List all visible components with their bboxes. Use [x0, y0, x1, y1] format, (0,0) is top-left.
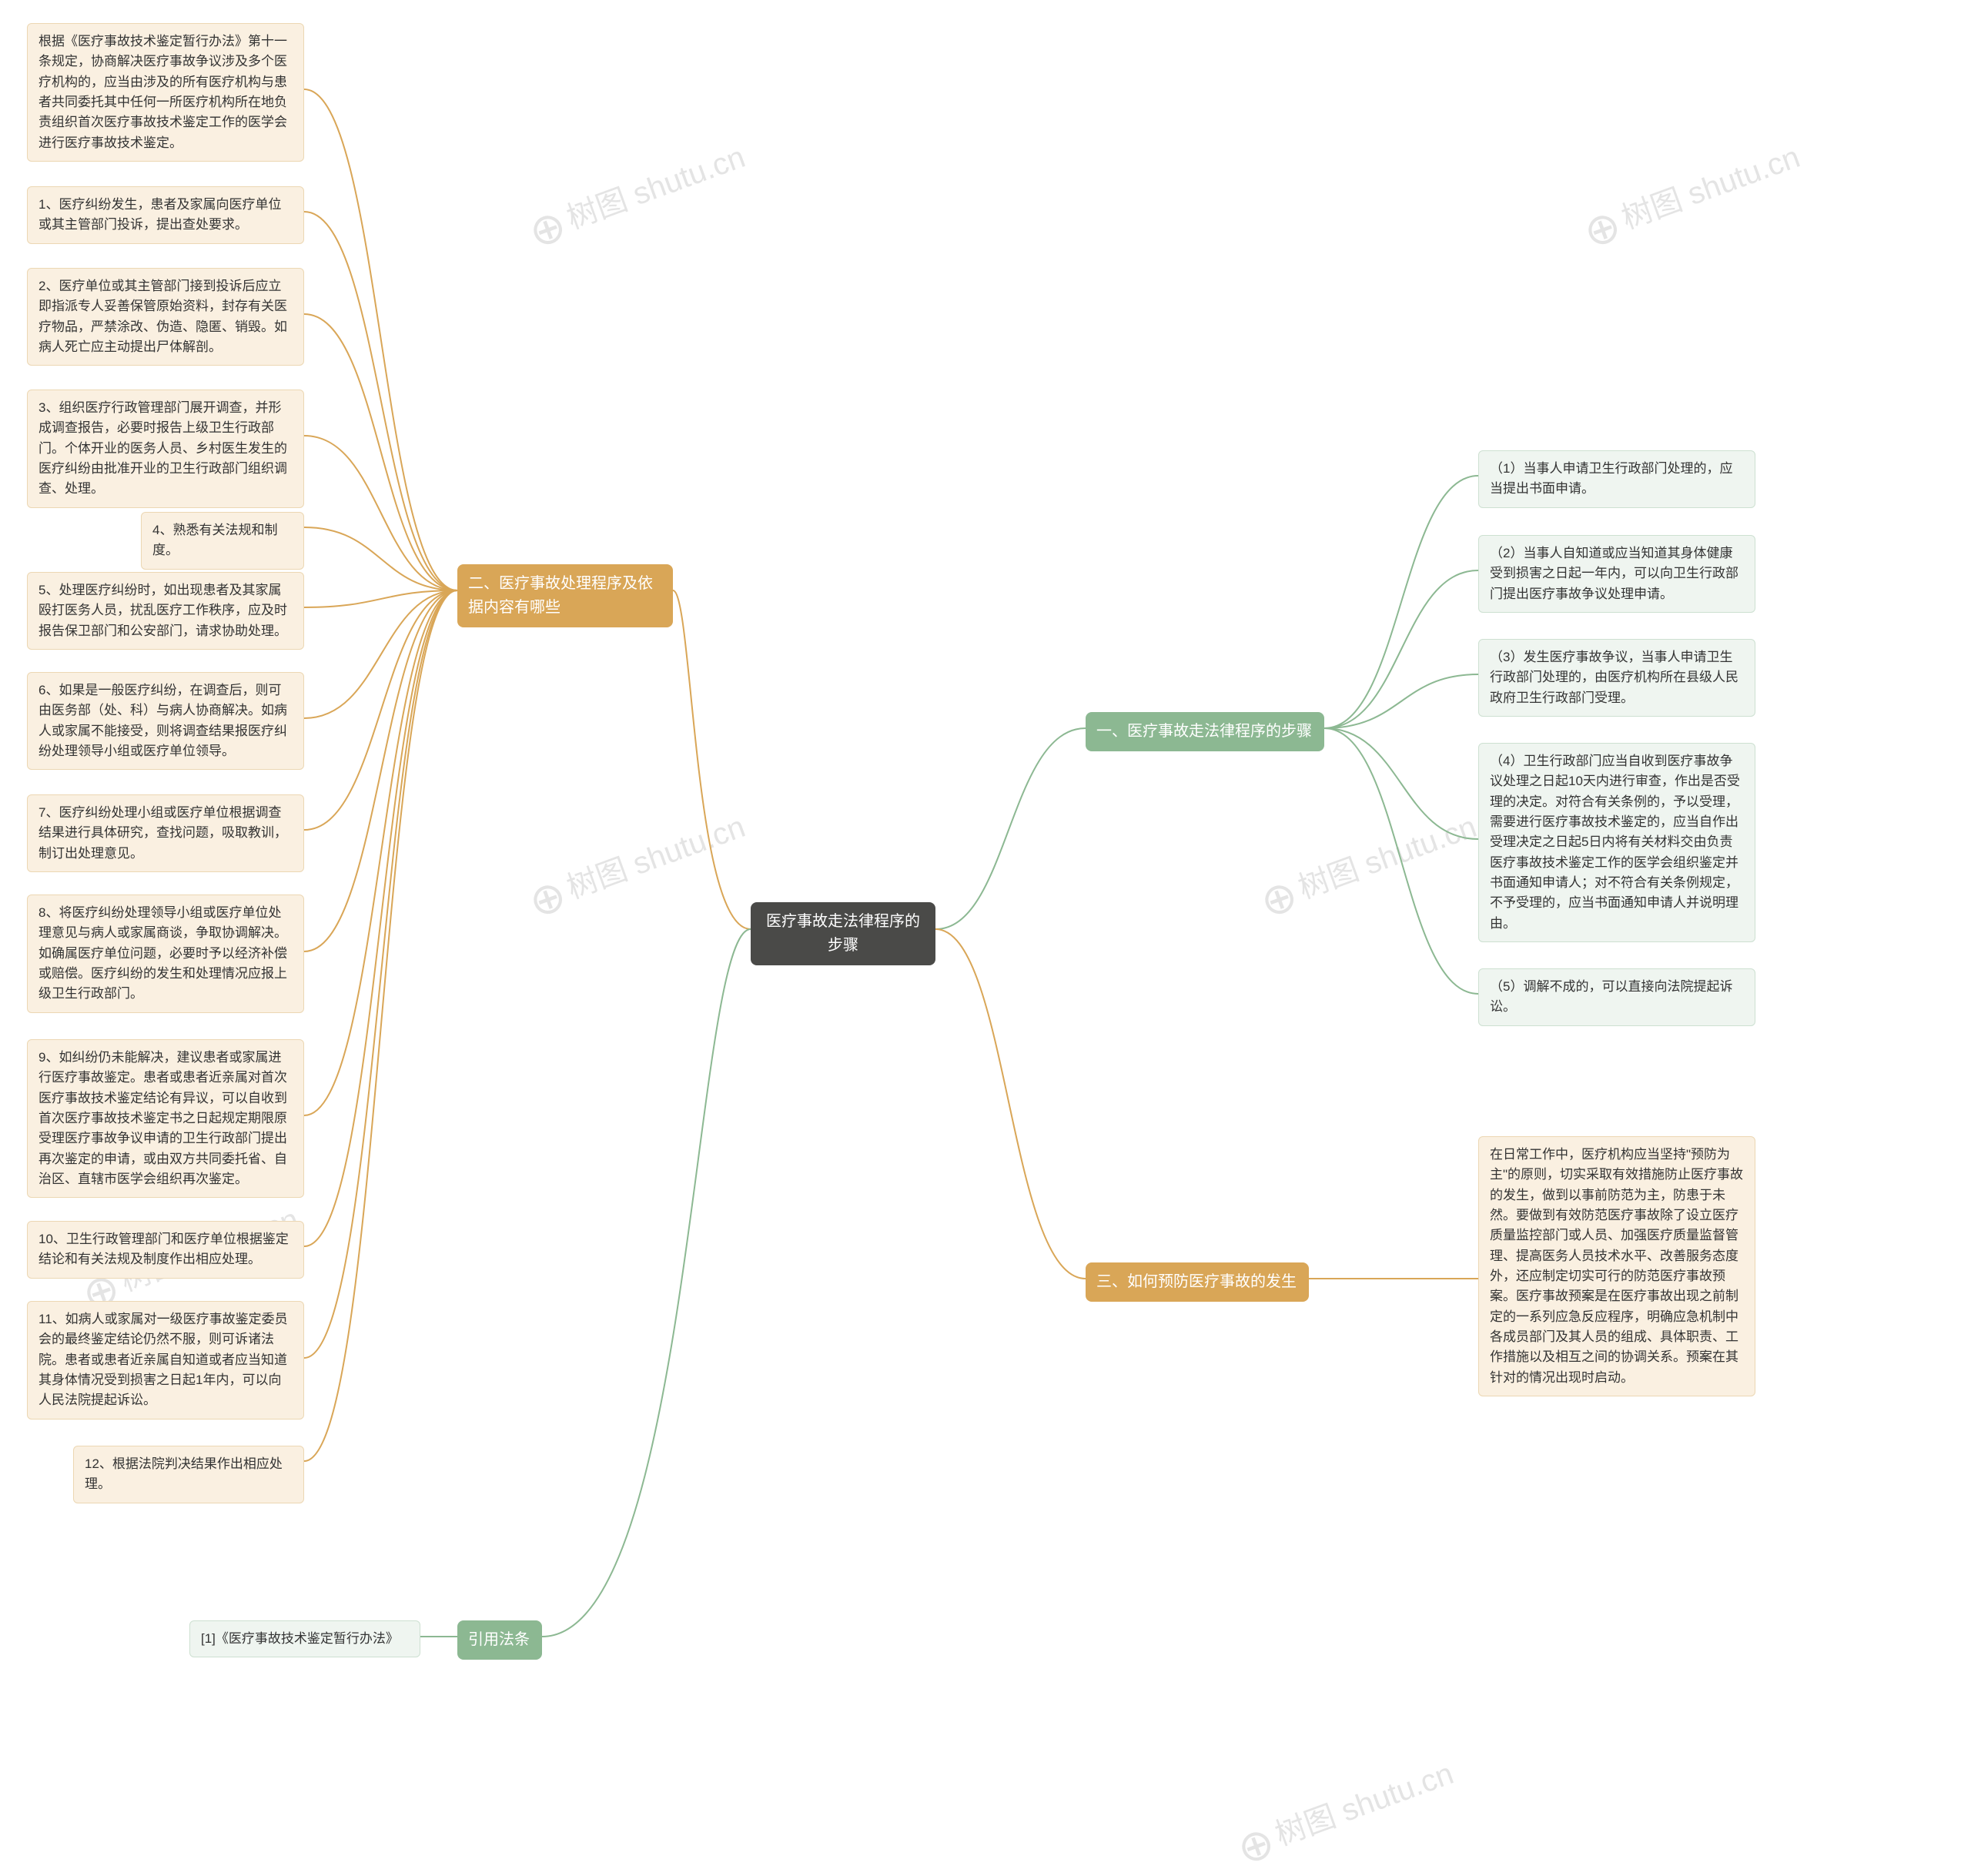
- branch-1-leaf: （3）发生医疗事故争议，当事人申请卫生行政部门处理的，由医疗机构所在县级人民政府…: [1478, 639, 1755, 717]
- leaf-text: （3）发生医疗事故争议，当事人申请卫生行政部门处理的，由医疗机构所在县级人民政府…: [1479, 640, 1755, 716]
- leaf-text: 2、医疗单位或其主管部门接到投诉后应立即指派专人妥善保管原始资料，封存有关医疗物…: [28, 269, 303, 365]
- branch-2-leaf: 8、将医疗纠纷处理领导小组或医疗单位处理意见与病人或家属商谈，争取协调解决。如确…: [27, 895, 304, 1013]
- leaf-text: 10、卫生行政管理部门和医疗单位根据鉴定结论和有关法规及制度作出相应处理。: [28, 1222, 303, 1278]
- branch-2-leaf: 4、熟悉有关法规和制度。: [141, 512, 304, 570]
- leaf-text: 8、将医疗纠纷处理领导小组或医疗单位处理意见与病人或家属商谈，争取协调解决。如确…: [28, 895, 303, 1012]
- branch-2-leaf: 5、处理医疗纠纷时，如出现患者及其家属殴打医务人员，扰乱医疗工作秩序，应及时报告…: [27, 572, 304, 650]
- citation-branch: 引用法条: [457, 1620, 542, 1660]
- branch-2-leaf: 12、根据法院判决结果作出相应处理。: [73, 1446, 304, 1503]
- leaf-text: 11、如病人或家属对一级医疗事故鉴定委员会的最终鉴定结论仍然不服，则可诉诸法院。…: [28, 1302, 303, 1419]
- leaf-text: （2）当事人自知道或应当知道其身体健康受到损害之日起一年内，可以向卫生行政部门提…: [1479, 536, 1755, 612]
- leaf-text: 6、如果是一般医疗纠纷，在调查后，则可由医务部（处、科）与病人协商解决。如病人或…: [28, 673, 303, 769]
- branch-1-title: 一、医疗事故走法律程序的步骤: [1086, 712, 1324, 751]
- citation-leaf: [1]《医疗事故技术鉴定暂行办法》: [189, 1620, 420, 1657]
- branch-3-title: 三、如何预防医疗事故的发生: [1086, 1262, 1309, 1302]
- watermark: ⊕树图 shutu.cn: [521, 802, 753, 929]
- branch-2: 二、医疗事故处理程序及依据内容有哪些: [457, 564, 673, 627]
- watermark: ⊕树图 shutu.cn: [1230, 1749, 1461, 1876]
- leaf-text: （1）当事人申请卫生行政部门处理的，应当提出书面申请。: [1479, 451, 1755, 507]
- branch-2-leaf: 根据《医疗事故技术鉴定暂行办法》第十一条规定，协商解决医疗事故争议涉及多个医疗机…: [27, 23, 304, 162]
- branch-2-leaf: 9、如纠纷仍未能解决，建议患者或家属进行医疗事故鉴定。患者或患者近亲属对首次医疗…: [27, 1039, 304, 1198]
- watermark: ⊕树图 shutu.cn: [1253, 802, 1484, 929]
- branch-1-leaf: （5）调解不成的，可以直接向法院提起诉讼。: [1478, 968, 1755, 1026]
- leaf-text: 12、根据法院判决结果作出相应处理。: [74, 1446, 303, 1503]
- citation-title: 引用法条: [457, 1620, 542, 1660]
- root-node: 医疗事故走法律程序的步骤: [751, 902, 935, 965]
- branch-3-leaf: 在日常工作中，医疗机构应当坚持"预防为主"的原则，切实采取有效措施防止医疗事故的…: [1478, 1136, 1755, 1396]
- leaf-text: 4、熟悉有关法规和制度。: [142, 513, 303, 569]
- leaf-text: [1]《医疗事故技术鉴定暂行办法》: [190, 1621, 420, 1657]
- branch-2-title: 二、医疗事故处理程序及依据内容有哪些: [457, 564, 673, 627]
- branch-2-leaf: 1、医疗纠纷发生，患者及家属向医疗单位或其主管部门投诉，提出查处要求。: [27, 186, 304, 244]
- branch-1-leaf: （1）当事人申请卫生行政部门处理的，应当提出书面申请。: [1478, 450, 1755, 508]
- root-label: 医疗事故走法律程序的步骤: [751, 902, 935, 965]
- branch-2-leaf: 7、医疗纠纷处理小组或医疗单位根据调查结果进行具体研究，查找问题，吸取教训，制订…: [27, 794, 304, 872]
- leaf-text: 3、组织医疗行政管理部门展开调查，并形成调查报告，必要时报告上级卫生行政部门。个…: [28, 390, 303, 507]
- leaf-text: 根据《医疗事故技术鉴定暂行办法》第十一条规定，协商解决医疗事故争议涉及多个医疗机…: [28, 24, 303, 161]
- leaf-text: 5、处理医疗纠纷时，如出现患者及其家属殴打医务人员，扰乱医疗工作秩序，应及时报告…: [28, 573, 303, 649]
- leaf-text: （5）调解不成的，可以直接向法院提起诉讼。: [1479, 969, 1755, 1025]
- branch-2-leaf: 10、卫生行政管理部门和医疗单位根据鉴定结论和有关法规及制度作出相应处理。: [27, 1221, 304, 1279]
- branch-2-leaf: 6、如果是一般医疗纠纷，在调查后，则可由医务部（处、科）与病人协商解决。如病人或…: [27, 672, 304, 770]
- branch-1-leaf: （4）卫生行政部门应当自收到医疗事故争议处理之日起10天内进行审查，作出是否受理…: [1478, 743, 1755, 942]
- branch-2-leaf: 3、组织医疗行政管理部门展开调查，并形成调查报告，必要时报告上级卫生行政部门。个…: [27, 390, 304, 508]
- watermark: ⊕树图 shutu.cn: [1576, 132, 1808, 259]
- leaf-text: 1、医疗纠纷发生，患者及家属向医疗单位或其主管部门投诉，提出查处要求。: [28, 187, 303, 243]
- leaf-text: 9、如纠纷仍未能解决，建议患者或家属进行医疗事故鉴定。患者或患者近亲属对首次医疗…: [28, 1040, 303, 1197]
- branch-1-leaf: （2）当事人自知道或应当知道其身体健康受到损害之日起一年内，可以向卫生行政部门提…: [1478, 535, 1755, 613]
- branch-3: 三、如何预防医疗事故的发生: [1086, 1262, 1309, 1302]
- branch-1: 一、医疗事故走法律程序的步骤: [1086, 712, 1324, 751]
- leaf-text: 在日常工作中，医疗机构应当坚持"预防为主"的原则，切实采取有效措施防止医疗事故的…: [1479, 1137, 1755, 1396]
- watermark: ⊕树图 shutu.cn: [521, 132, 753, 259]
- leaf-text: （4）卫生行政部门应当自收到医疗事故争议处理之日起10天内进行审查，作出是否受理…: [1479, 744, 1755, 941]
- leaf-text: 7、医疗纠纷处理小组或医疗单位根据调查结果进行具体研究，查找问题，吸取教训，制订…: [28, 795, 303, 871]
- branch-2-leaf: 11、如病人或家属对一级医疗事故鉴定委员会的最终鉴定结论仍然不服，则可诉诸法院。…: [27, 1301, 304, 1420]
- branch-2-leaf: 2、医疗单位或其主管部门接到投诉后应立即指派专人妥善保管原始资料，封存有关医疗物…: [27, 268, 304, 366]
